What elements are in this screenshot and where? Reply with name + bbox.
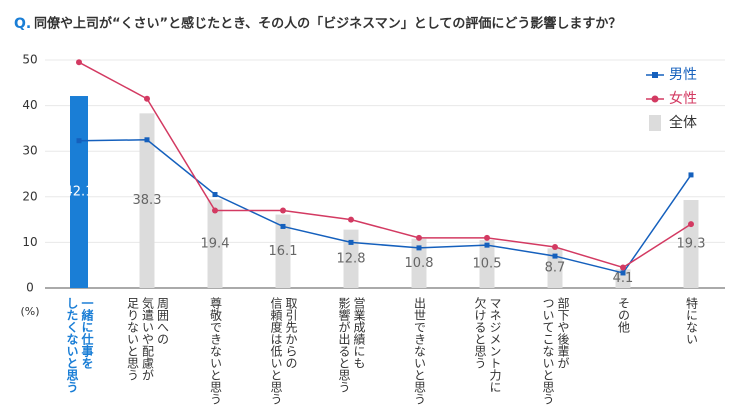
bar [207,199,223,288]
marker [144,95,150,102]
legend-marker [652,72,658,78]
x-tick-label: 出世できないと思う [412,297,427,405]
marker [76,138,82,144]
legend-label: 男性 [669,67,697,83]
marker [348,216,354,223]
x-tick-label: 尊敬できないと思う [208,297,223,405]
x-tick-label: マネジメント力に 欠けると思う [473,297,502,393]
marker [212,192,218,198]
y-tick-label: 30 [22,144,37,158]
value-label: 4.1 [613,271,634,286]
bar [547,248,563,288]
x-tick-label: 部下や後輩が ついてこないと思う [541,297,570,405]
x-tick-label: 特にない [684,297,699,345]
marker [144,137,150,143]
line [78,61,692,269]
bar [275,214,291,288]
marker [688,221,694,228]
marker [620,270,626,276]
x-tick-label: 周囲への 気遣いや配慮が 足りないと思う [125,297,170,381]
y-tick-label: 20 [22,189,37,203]
marker [552,253,558,259]
marker [348,239,354,245]
marker [484,234,490,241]
legend-swatch [649,115,661,131]
marker [484,242,490,248]
value-label: 19.3 [677,236,706,251]
marker [688,172,694,178]
bar [683,199,699,288]
marker [280,207,286,214]
value-label: 16.1 [269,244,298,259]
marker [552,243,558,250]
y-tick-label: 50 [22,53,37,67]
question-label: Q. [14,16,31,32]
marker [416,234,422,241]
bar [615,269,631,288]
value-label: 10.8 [405,256,434,271]
chart-title: 同僚や上司が“くさい”と感じたとき、その人の「ビジネスマン」としての評価にどう影… [34,16,621,32]
y-tick-label: 40 [22,98,37,112]
y-unit: (%) [20,305,39,318]
bar [139,113,155,289]
bar [479,240,495,288]
value-label: 12.8 [337,251,366,266]
bar [343,229,359,288]
x-tick-label: 一緒に仕事を したくないと思う [65,297,94,393]
y-tick-label: 0 [26,281,34,295]
line [78,139,692,274]
marker [620,264,626,271]
y-tick-label: 10 [22,235,37,249]
marker [212,207,218,214]
marker [280,223,286,229]
legend-label: 全体 [669,114,697,131]
value-label: 38.3 [133,193,162,208]
bar [70,96,88,288]
x-tick-label: 取引先からの 信頼度は低いと思う [269,297,298,405]
value-label: 10.5 [473,257,502,272]
value-label: 8.7 [545,261,566,276]
legend-label: 女性 [669,90,697,107]
bar [411,238,427,288]
legend-marker [651,95,659,103]
x-tick-label: その他 [616,297,631,333]
value-label: 42.1 [65,185,94,200]
marker [416,245,422,251]
x-tick-label: 営業成績にも 影響が出ると思う [337,297,366,393]
marker [76,59,82,66]
value-label: 19.4 [201,236,230,251]
